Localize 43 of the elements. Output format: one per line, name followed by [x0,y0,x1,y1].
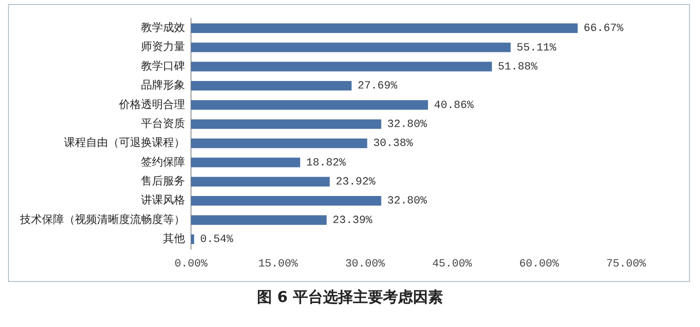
data-label: 32.80% [387,119,428,132]
data-label: 66.67% [584,23,624,36]
x-tick-label: 0.00% [174,258,208,270]
data-label: 0.54% [200,234,234,246]
bar [191,100,428,110]
x-tick-label: 60.00% [519,258,560,270]
bar [191,119,382,129]
y-tick-label: 师资力量 [141,40,185,54]
data-label: 27.69% [358,80,398,93]
data-label: 32.80% [387,196,428,208]
y-tick-label: 售后服务 [141,174,185,188]
text: 图 6 平台选择主要考虑因素 [256,288,444,307]
x-tick-label: 45.00% [432,258,472,270]
bar [191,23,578,33]
data-label: 30.38% [373,138,414,150]
bar [191,62,492,72]
y-tick-label: 教学成效 [141,21,185,34]
y-tick-label: 讲课风格 [141,194,185,207]
data-label: 51.88% [498,61,538,74]
x-tick-label: 30.00% [345,258,386,270]
x-tick-label: 15.00% [258,258,298,270]
bar [191,80,352,91]
data-label: 18.82% [306,157,346,170]
data-label: 55.11% [516,42,557,54]
bar [191,215,327,225]
y-tick-label: 价格透明合理 [118,98,185,111]
y-tick-label: 签约保障 [141,155,185,168]
bar [191,196,382,206]
bar [191,42,511,52]
bar [191,138,368,148]
bar [191,234,194,244]
bar [191,158,300,168]
y-tick-label: 其他 [163,232,185,246]
y-tick-label: 平台资质 [141,116,185,130]
y-tick-label: 教学口碑 [141,59,185,72]
bar [191,176,330,186]
data-label: 23.39% [332,214,373,227]
x-tick-label: 75.00% [606,258,646,270]
y-tick-label: 品牌形象 [141,78,185,92]
y-tick-label: 课程自由（可退换课程） [64,136,185,150]
data-label: 40.86% [434,100,474,112]
y-tick-label: 技术保障（视频清晰度流畅度等） [19,212,185,226]
data-label: 23.92% [336,176,376,189]
